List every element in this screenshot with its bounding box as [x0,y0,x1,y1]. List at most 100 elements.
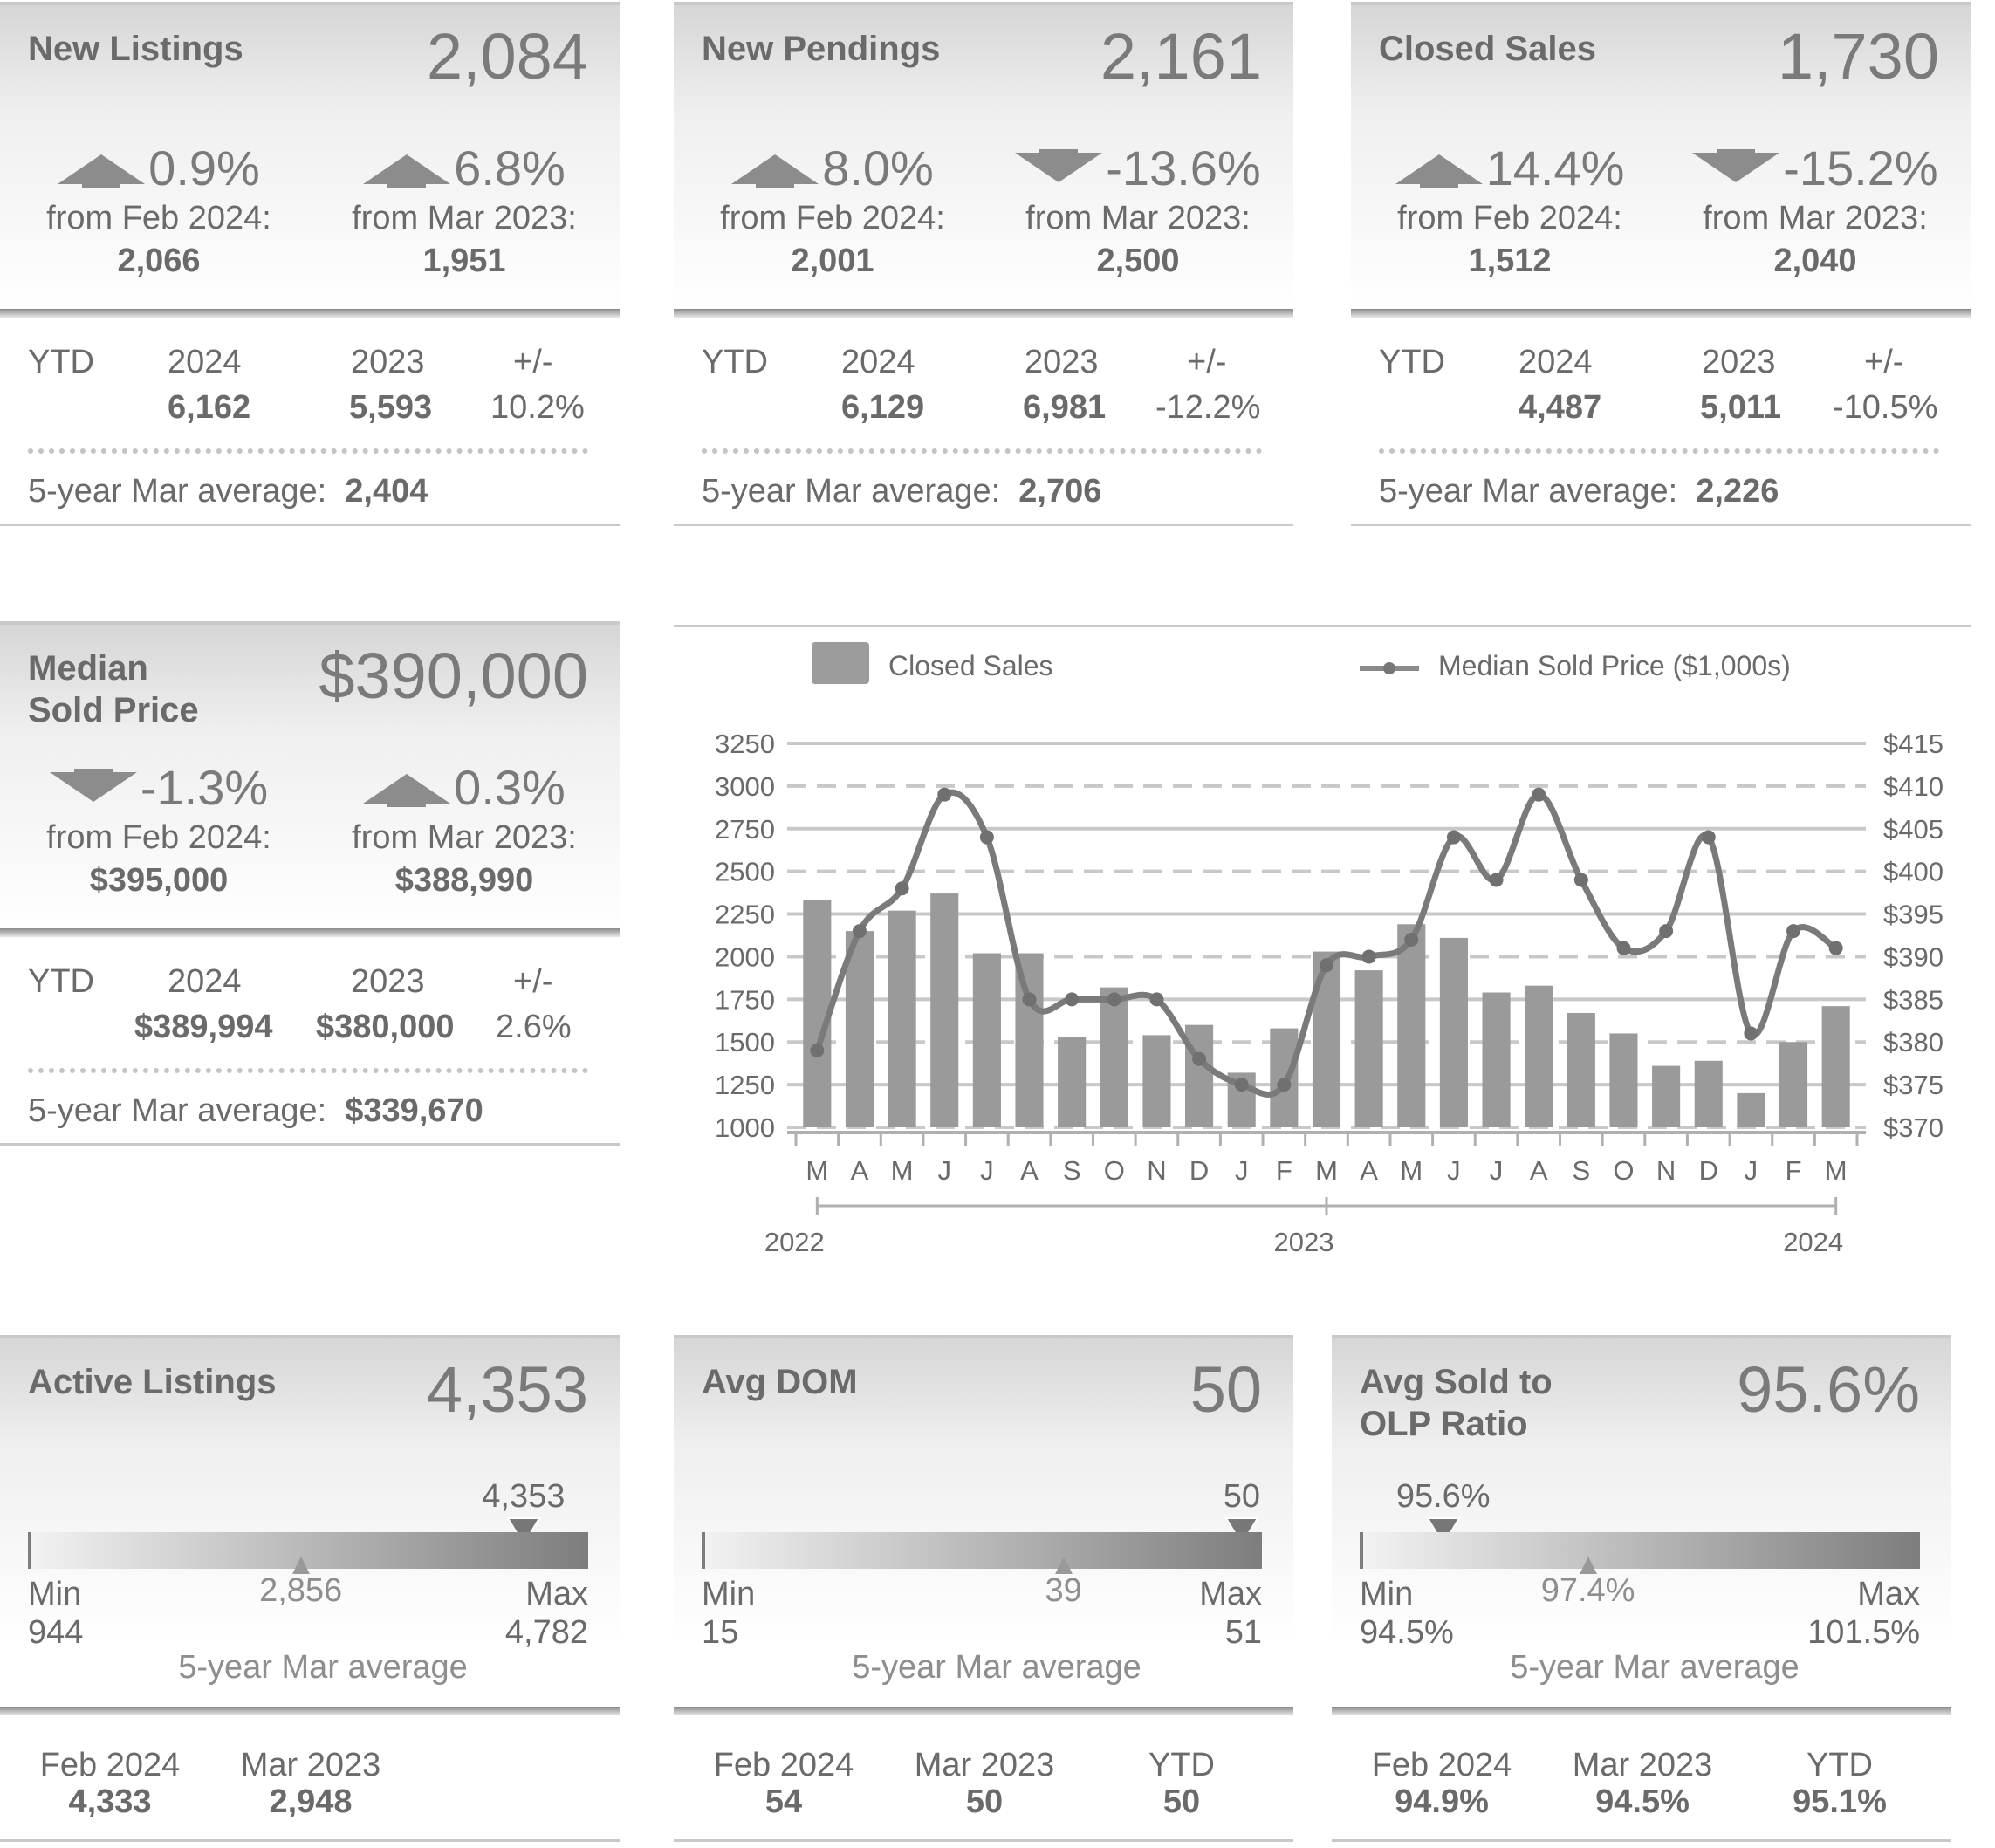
price-point [1573,873,1588,887]
gauge-average-value: 97.4% [1540,1572,1635,1609]
legend-line-marker [1383,662,1395,674]
up-arrow-icon [363,154,451,188]
legend-bars-swatch [812,642,869,684]
year-label: 2024 [1783,1227,1843,1256]
bottom-stat-label: Mar 2023 [914,1747,1055,1783]
change-vs-prev-month: 0.9% from Feb 2024: 2,066 [10,140,307,280]
gauge-min-label: Min [702,1576,756,1612]
gauge-marker-label: 50 [1223,1478,1260,1515]
year-label: 2023 [1274,1227,1334,1256]
y-tick-label: 2500 [715,857,775,887]
x-tick-label: M [806,1155,828,1186]
bottom-stat-label: Feb 2024 [1371,1747,1512,1783]
card-value: 2,161 [1100,20,1262,92]
gauge-average-value: 39 [1045,1572,1082,1609]
gauge-max-label: Max [1857,1576,1920,1612]
bottom-stat: YTD 50 [1086,1747,1278,1820]
price-point [1701,830,1716,845]
divider [1332,1707,1951,1715]
down-arrow-icon [49,768,137,802]
card-title: Median Sold Price [28,647,199,731]
bar [1142,1035,1171,1127]
gauge-min-value: 94.5% [1360,1614,1454,1651]
five-year-average: 5-year Mar average: $339,670 [28,1092,483,1130]
ytd-year-prior: 2023 [351,963,425,1000]
avg-label: 5-year Mar average: [1379,473,1678,510]
ytd-value-current: 6,162 [168,389,251,426]
gauge-max-value: 101.5% [1807,1614,1920,1651]
bar [1779,1042,1808,1127]
gauge-max-value: 4,782 [504,1614,588,1651]
y-tick-label: 1250 [715,1070,775,1100]
ytd-value-current: 6,129 [841,389,925,426]
x-tick-label: A [1530,1155,1548,1186]
change-base-value: 2,040 [1773,243,1857,279]
y2-tick-label: $415 [1883,729,1944,759]
x-tick-label: S [1063,1155,1081,1186]
x-tick-label: F [1786,1155,1802,1186]
up-arrow-icon [363,773,451,807]
gauge-average-icon [1579,1557,1597,1574]
ytd-label: YTD [1379,344,1445,380]
price-point [1320,958,1333,973]
change-percent: -13.6% [1106,140,1261,195]
dotted-divider [702,448,1262,454]
card-header [1351,2,1971,311]
y2-tick-label: $400 [1883,857,1944,887]
change-percent: 6.8% [454,140,566,195]
change-base-value: 1,512 [1468,243,1552,279]
gauge-marker-label: 4,353 [482,1478,566,1515]
x-tick-label: M [1825,1155,1848,1186]
change-label: from Mar 2023: [352,200,577,236]
change-base-value: 1,951 [422,243,506,279]
gauge-marker-icon [506,1517,541,1546]
price-point [1616,941,1631,955]
price-point [1446,830,1461,845]
card-bottom-line [0,524,620,526]
ytd-year-prior: 2023 [1702,344,1776,380]
ytd-value-current: $389,994 [134,1009,273,1045]
y2-tick-label: $385 [1883,984,1944,1015]
change-vs-prev-month: -1.3% from Feb 2024: $395,000 [10,759,307,900]
card-bottom-line [1332,1839,1951,1842]
bottom-stat-value: 94.9% [1395,1783,1489,1820]
price-point [1489,873,1504,887]
gauge-marker-icon [1224,1517,1259,1546]
bottom-stat: YTD 95.1% [1744,1747,1936,1820]
ytd-year-current: 2024 [168,963,242,1000]
gauge-caption: 5-year Mar average [1510,1649,1800,1686]
price-point [1828,941,1843,955]
bottom-stat: Mar 2023 2,948 [215,1747,407,1820]
price-point [852,924,867,939]
x-tick-label: J [1447,1155,1461,1186]
gauge-bar [28,1532,588,1569]
bottom-stat-label: YTD [1148,1747,1215,1783]
gauge-marker-icon [1425,1517,1461,1546]
y-tick-label: 2250 [715,900,775,930]
change-percent: 14.4% [1485,140,1625,195]
bar [1354,970,1383,1127]
card-header [1332,1335,1951,1644]
avg-value: $339,670 [345,1092,483,1129]
price-point [1149,992,1164,1007]
gauge-max-label: Max [1199,1576,1262,1612]
x-tick-label: M [1315,1155,1338,1186]
axes: 3250 $415 3000 $410 2750 $405 2500 $400 2250 $395… [715,729,1944,1256]
change-label: from Feb 2024: [720,200,945,236]
bottom-stat-label: Feb 2024 [39,1747,181,1783]
card-value: 2,084 [426,20,588,92]
x-tick-label: N [1147,1155,1166,1186]
ytd-change-value: 10.2% [490,389,585,426]
ytd-year-prior: 2023 [351,344,425,380]
bar [1525,985,1553,1127]
change-base-value: 2,500 [1096,243,1180,279]
y-tick-label: 1000 [715,1112,775,1143]
price-point [1532,787,1546,802]
x-tick-label: S [1572,1155,1590,1186]
bar [1567,1012,1595,1127]
bar [1821,1006,1850,1127]
ytd-label: YTD [28,963,94,1000]
bar [1397,924,1426,1127]
ytd-year-current: 2024 [1519,344,1593,380]
price-point [937,787,952,802]
